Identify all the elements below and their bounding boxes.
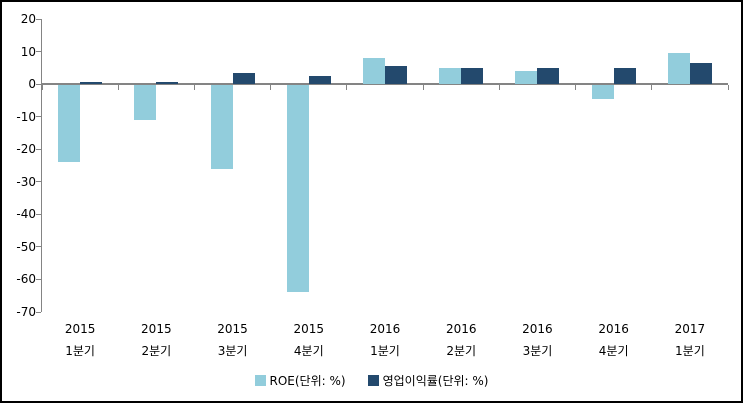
x-axis-line [41,83,728,86]
operating-margin-swatch-icon [367,375,379,386]
bar-roe [286,85,309,293]
bar-roe [210,85,233,169]
x-axis-category-label: 2017 1분기 [674,322,706,358]
y-axis-tick-label: -60 [16,272,36,287]
bar-operating-margin [461,67,484,85]
y-axis-tick-label: -40 [16,207,36,222]
roe-swatch-icon [254,375,266,386]
x-axis-category-label: 2015 4분기 [293,322,325,358]
x-axis-tick [422,85,424,91]
y-axis-tick [36,213,41,215]
bar-operating-margin [156,82,179,85]
y-axis-line [41,19,42,312]
y-axis-tick [36,181,41,183]
y-axis-tick [36,246,41,248]
bar-operating-margin [232,72,255,85]
bar-roe [591,85,614,99]
x-axis-tick [346,85,348,91]
x-axis-category-label: 2015 1분기 [64,322,96,358]
y-axis-tick [36,116,41,118]
y-axis-tick [36,148,41,150]
bar-roe [667,53,690,85]
x-axis-tick [651,85,653,91]
legend-item-roe: ROE(단위: %) [254,372,346,389]
x-axis-tick [575,85,577,91]
bar-roe [439,67,462,85]
y-axis-tick-label: -10 [16,109,36,124]
x-axis-tick [193,85,195,91]
y-axis-tick [36,278,41,280]
y-axis-tick-label: -20 [16,142,36,157]
y-axis-tick [36,311,41,313]
legend-label-operating-margin: 영업이익률(단위: %) [382,374,489,388]
y-axis-tick [36,83,41,85]
y-axis-tick [36,18,41,20]
y-axis-tick-label: -70 [16,305,36,319]
legend: ROE(단위: %) 영업이익률(단위: %) [2,372,741,389]
x-axis-tick [41,85,43,91]
y-axis-tick-label: -50 [16,239,36,254]
y-axis-tick-label: 10 [20,44,36,59]
x-axis-category-label: 2015 3분기 [217,322,248,358]
y-axis-tick-label: -30 [16,174,36,189]
x-axis-tick [270,85,272,91]
bar-operating-margin [537,68,560,85]
x-axis-tick [498,85,500,91]
bar-operating-margin [308,75,331,85]
bar-operating-margin [613,68,636,85]
bar-operating-margin [689,62,712,85]
bar-roe [515,71,538,85]
bar-operating-margin [80,82,103,85]
x-axis-category-label: 2016 2분기 [445,322,477,358]
y-axis-tick [36,51,41,53]
legend-label-roe: ROE(단위: %) [269,374,346,388]
y-axis-tick-label: 0 [28,77,36,92]
x-axis-category-label: 2015 2분기 [141,322,172,358]
x-axis-tick [727,85,729,91]
x-axis-category-label: 2016 3분기 [522,322,553,358]
x-axis-category-label: 2016 4분기 [598,322,629,358]
x-axis-tick [117,85,119,91]
bar-operating-margin [385,66,407,85]
bar-roe [363,58,385,85]
bar-roe [134,85,157,120]
legend-item-operating-margin: 영업이익률(단위: %) [367,372,489,389]
y-axis-tick-label: 20 [20,12,36,26]
x-axis-category-label: 2016 1분기 [369,322,401,358]
bar-roe [58,85,81,163]
